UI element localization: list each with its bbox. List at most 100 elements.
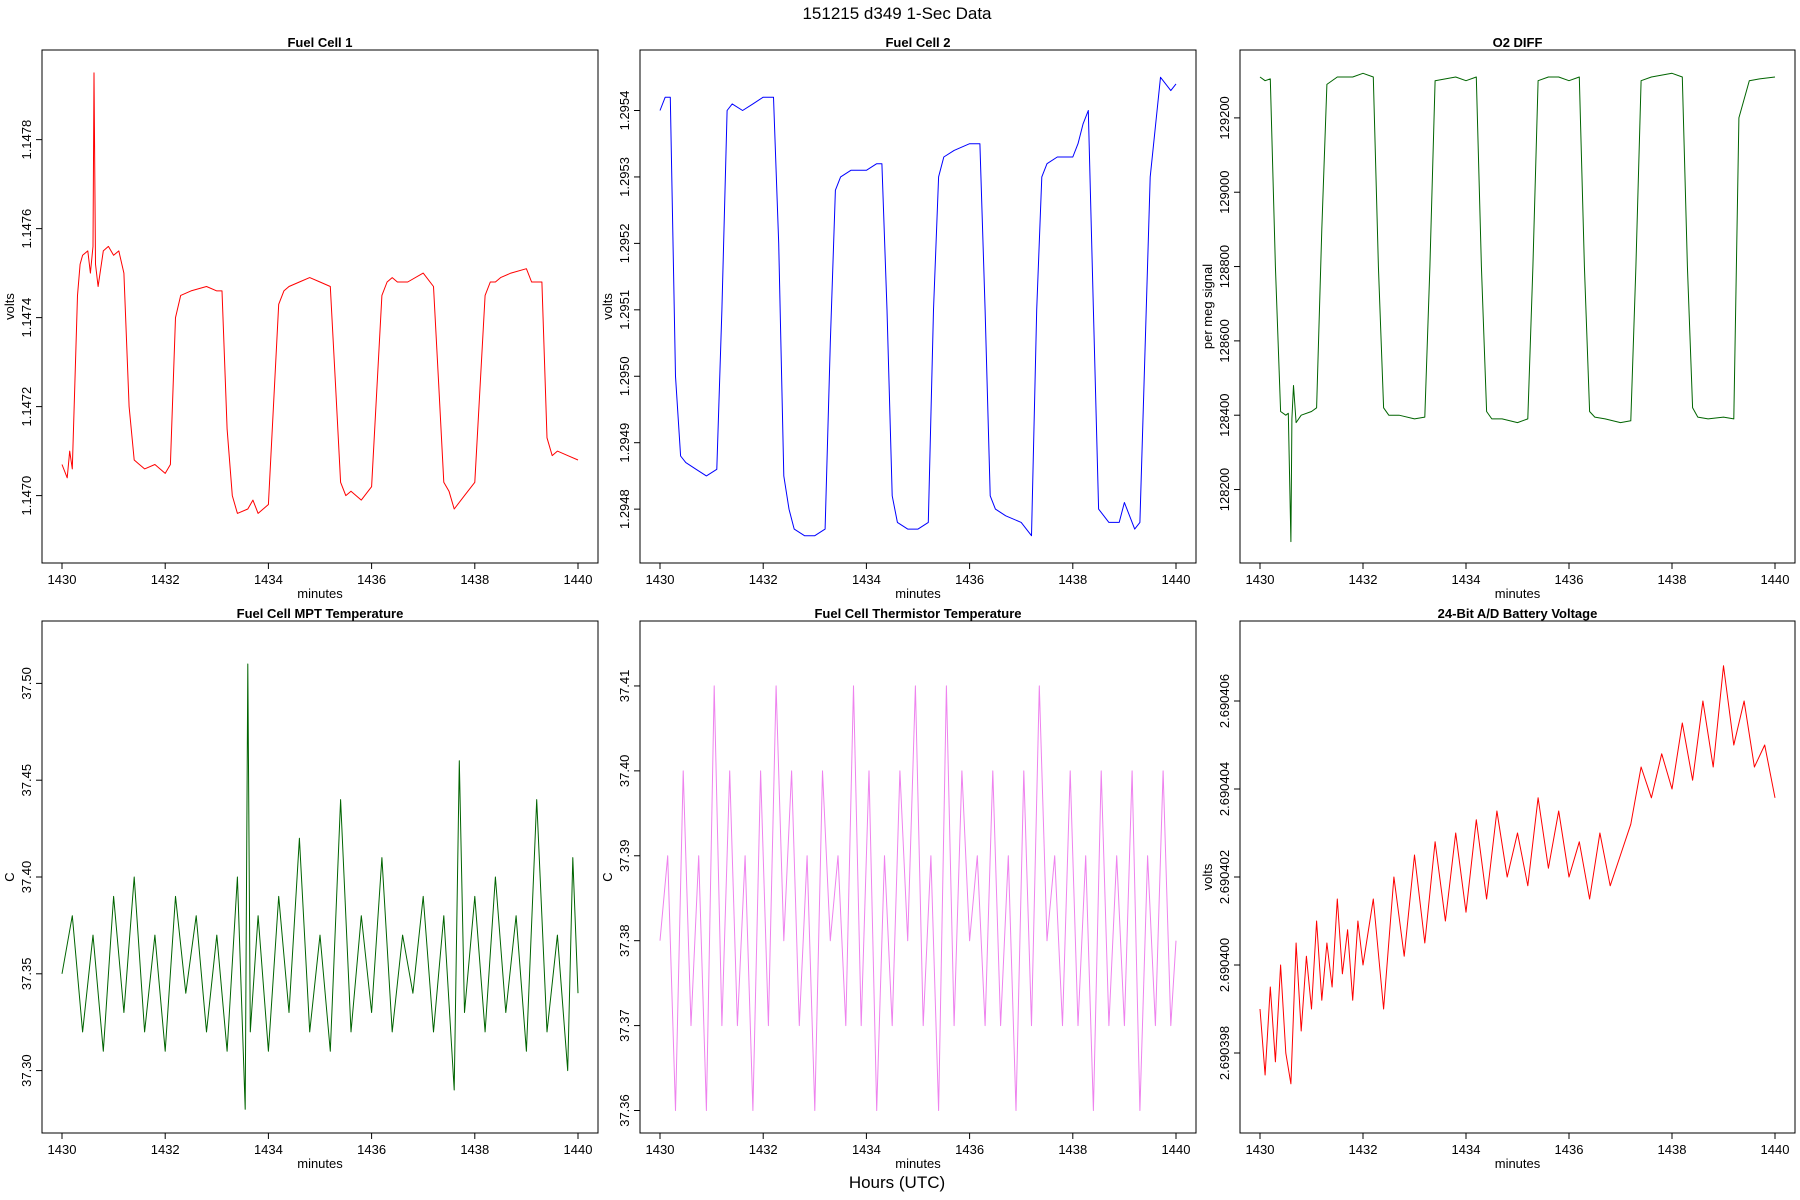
x-tick-label: 1432 <box>1349 572 1378 587</box>
y-tick-label: 1.1478 <box>19 120 34 160</box>
x-tick-label: 1436 <box>1555 1142 1584 1157</box>
y-tick-label: 2.690404 <box>1217 762 1232 816</box>
x-tick-label: 1438 <box>1658 1142 1687 1157</box>
panel-3: O2 DIFF 1430 1432 1434 1436 1438 1440 minutes 12… <box>1200 35 1796 601</box>
x-tick-label: 1430 <box>1246 572 1275 587</box>
y-tick-label: 37.35 <box>19 958 34 991</box>
panel-title: Fuel Cell 2 <box>885 35 950 50</box>
y-tick-label: 37.45 <box>19 764 34 797</box>
x-tick-label: 1438 <box>460 572 489 587</box>
x-tick-label: 1434 <box>852 1142 881 1157</box>
y-axis-label: volts <box>600 293 615 320</box>
y-axis-label: C <box>600 872 615 881</box>
x-tick-label: 1436 <box>357 1142 386 1157</box>
x-tick-label: 1434 <box>852 572 881 587</box>
x-tick-label: 1440 <box>1761 572 1790 587</box>
x-tick-label: 1430 <box>646 572 675 587</box>
panels: Fuel Cell 1 1430 1432 1434 1436 1438 1440 minut… <box>2 35 1796 1171</box>
panel-1: Fuel Cell 1 1430 1432 1434 1436 1438 1440 minut… <box>2 35 599 601</box>
x-tick-label: 1432 <box>749 572 778 587</box>
y-tick-label: 1.2953 <box>617 157 632 197</box>
y-tick-label: 1.2949 <box>617 423 632 463</box>
x-tick-label: 1432 <box>749 1142 778 1157</box>
x-tick-label: 1440 <box>1162 572 1191 587</box>
y-tick-label: 1.1470 <box>19 476 34 516</box>
y-tick-label: 2.690398 <box>1217 1026 1232 1080</box>
plot-frame <box>1239 620 1796 1134</box>
panel-title: O2 DIFF <box>1493 35 1543 50</box>
panel-5: Fuel Cell Thermistor Temperature 1430 1432… <box>600 606 1197 1171</box>
x-axis-label: minutes <box>297 1156 343 1171</box>
series-line <box>1259 72 1776 543</box>
x-axis-label: minutes <box>1495 586 1541 601</box>
y-tick-label: 37.40 <box>19 861 34 894</box>
plot-frame <box>41 49 599 564</box>
plot-frame <box>639 49 1197 564</box>
y-tick-label: 1.1474 <box>19 298 34 338</box>
series-line <box>659 685 1177 1111</box>
x-tick-label: 1434 <box>1452 1142 1481 1157</box>
x-tick-label: 1434 <box>254 572 283 587</box>
x-tick-label: 1432 <box>1349 1142 1378 1157</box>
y-tick-label: 2.690402 <box>1217 850 1232 904</box>
panel-title: 24-Bit A/D Battery Voltage <box>1438 606 1598 621</box>
x-tick-label: 1430 <box>1246 1142 1275 1157</box>
y-tick-label: 37.30 <box>19 1054 34 1087</box>
x-tick-label: 1438 <box>1058 1142 1087 1157</box>
figure-title: 151215 d349 1-Sec Data <box>802 4 992 23</box>
y-tick-label: 1.2948 <box>617 489 632 529</box>
y-tick-label: 129200 <box>1217 96 1232 139</box>
figure-footer-label: Hours (UTC) <box>849 1173 945 1192</box>
y-tick-label: 37.39 <box>617 839 632 872</box>
panel-4: Fuel Cell MPT Temperature 1430 1432 1434 143… <box>2 606 599 1171</box>
y-axis-label: volts <box>2 293 17 320</box>
x-tick-label: 1436 <box>955 1142 984 1157</box>
x-tick-label: 1440 <box>1761 1142 1790 1157</box>
x-tick-label: 1430 <box>48 1142 77 1157</box>
panel-title: Fuel Cell 1 <box>287 35 352 50</box>
y-axis-label: volts <box>1200 863 1215 890</box>
y-tick-label: 129000 <box>1217 171 1232 214</box>
y-tick-label: 2.690406 <box>1217 674 1232 728</box>
x-axis-label: minutes <box>297 586 343 601</box>
x-tick-label: 1436 <box>357 572 386 587</box>
x-tick-label: 1436 <box>1555 572 1584 587</box>
x-tick-label: 1438 <box>1058 572 1087 587</box>
x-tick-label: 1440 <box>1162 1142 1191 1157</box>
x-tick-label: 1438 <box>1658 572 1687 587</box>
y-tick-label: 1.2951 <box>617 290 632 330</box>
x-tick-label: 1432 <box>151 1142 180 1157</box>
panel-title: Fuel Cell MPT Temperature <box>237 606 404 621</box>
series-line <box>659 76 1177 537</box>
series-line <box>61 663 579 1110</box>
x-tick-label: 1434 <box>254 1142 283 1157</box>
x-axis-label: minutes <box>1495 1156 1541 1171</box>
x-tick-label: 1432 <box>151 572 180 587</box>
panel-title: Fuel Cell Thermistor Temperature <box>814 606 1021 621</box>
y-tick-label: 37.50 <box>19 667 34 700</box>
series-line <box>1259 665 1776 1085</box>
x-tick-label: 1440 <box>564 1142 593 1157</box>
x-tick-label: 1440 <box>564 572 593 587</box>
x-tick-label: 1430 <box>646 1142 675 1157</box>
y-tick-label: 1.1476 <box>19 209 34 249</box>
y-axis-label: C <box>2 872 17 881</box>
y-tick-label: 2.690400 <box>1217 938 1232 992</box>
plot-frame <box>1239 49 1796 564</box>
x-tick-label: 1438 <box>460 1142 489 1157</box>
y-tick-label: 1.2954 <box>617 91 632 131</box>
y-tick-label: 1.2950 <box>617 356 632 396</box>
y-tick-label: 37.38 <box>617 924 632 957</box>
x-tick-label: 1436 <box>955 572 984 587</box>
plot-frame <box>41 620 599 1134</box>
y-axis-label: per meg signal <box>1200 264 1215 349</box>
y-tick-label: 128600 <box>1217 319 1232 362</box>
y-tick-label: 1.2952 <box>617 224 632 264</box>
y-tick-label: 128200 <box>1217 468 1232 511</box>
panel-2: Fuel Cell 2 1430 1432 1434 1436 1438 1440 minut… <box>600 35 1197 601</box>
plot-frame <box>639 620 1197 1134</box>
y-tick-label: 128800 <box>1217 245 1232 288</box>
y-tick-label: 37.36 <box>617 1094 632 1127</box>
y-tick-label: 128400 <box>1217 394 1232 437</box>
